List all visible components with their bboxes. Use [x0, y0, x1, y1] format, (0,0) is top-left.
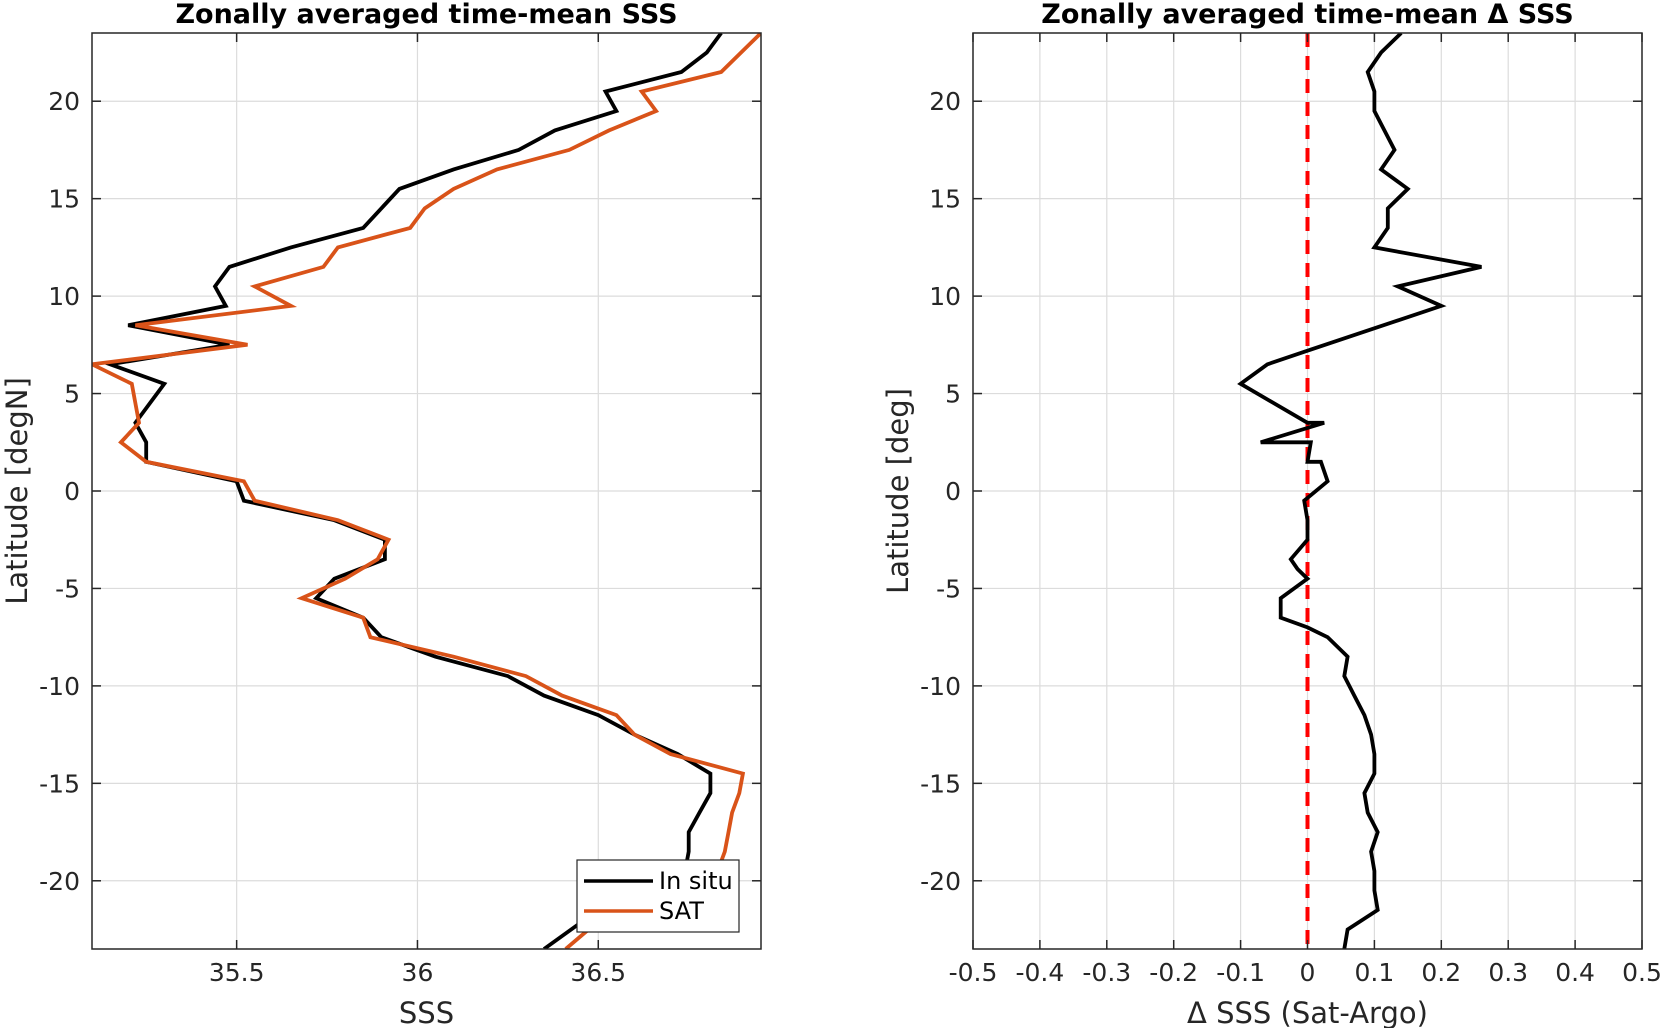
- right-x-tick-label-6: 0.1: [1355, 958, 1395, 987]
- right-grid: [973, 33, 1642, 949]
- right-x-tick-label-5: 0: [1300, 958, 1316, 987]
- right-x-tick-label-0: -0.5: [949, 958, 998, 987]
- left-grid: [92, 33, 761, 949]
- legend-label-sat: SAT: [659, 897, 704, 925]
- right-x-tick-label-10: 0.5: [1622, 958, 1661, 987]
- right-y-tick-label-8: 20: [929, 87, 961, 116]
- left-series-line-sat: [92, 33, 761, 949]
- left-panel-sss: 35.5 36 36.5 -20 -15 -10 -5 0 5 10 15 20 Zonally av…: [0, 0, 762, 1028]
- right-y-tick-label-1: -15: [920, 769, 961, 798]
- left-y-tick-label-2: -10: [39, 672, 80, 701]
- left-y-tick-label-3: -5: [55, 574, 80, 603]
- left-y-tick-label-8: 20: [48, 87, 80, 116]
- right-x-tick-label-9: 0.4: [1555, 958, 1595, 987]
- left-y-tick-label-5: 5: [64, 380, 80, 409]
- right-y-tick-label-0: -20: [920, 867, 961, 896]
- left-x-tick-label-0: 35.5: [209, 958, 265, 987]
- left-series-group: [92, 33, 761, 949]
- left-y-tick-label-7: 15: [48, 185, 80, 214]
- right-x-tick-label-8: 0.3: [1488, 958, 1528, 987]
- right-chart-title: Zonally averaged time-mean Δ SSS: [1041, 0, 1573, 30]
- left-x-axis-label: SSS: [399, 996, 454, 1028]
- right-panel-delta-sss: -0.5 -0.4 -0.3 -0.2 -0.1 0 0.1 0.2 0.3 0.4 0.5 -20 -…: [881, 0, 1661, 1028]
- left-y-tick-label-1: -15: [39, 769, 80, 798]
- right-x-tick-label-1: -0.4: [1016, 958, 1065, 987]
- right-x-tick-label-2: -0.3: [1082, 958, 1131, 987]
- right-series-group: [1237, 33, 1482, 949]
- legend-label-in-situ: In situ: [659, 867, 733, 895]
- right-x-tick-label-4: -0.1: [1216, 958, 1265, 987]
- right-y-tick-label-6: 10: [929, 282, 961, 311]
- right-y-tick-label-5: 5: [945, 380, 961, 409]
- right-y-axis-label: Latitude [deg]: [881, 388, 915, 594]
- right-series-line-delta-sss: [1237, 33, 1482, 949]
- left-y-axis-label: Latitude [degN]: [0, 377, 34, 605]
- right-y-tick-label-7: 15: [929, 185, 961, 214]
- right-y-tick-label-2: -10: [920, 672, 961, 701]
- right-ticks: -0.5 -0.4 -0.3 -0.2 -0.1 0 0.1 0.2 0.3 0.4 0.5 -20 -…: [920, 33, 1661, 987]
- legend: In situ SAT: [576, 859, 740, 933]
- right-y-tick-label-4: 0: [945, 477, 961, 506]
- left-x-tick-label-1: 36: [402, 958, 434, 987]
- right-y-tick-label-3: -5: [936, 574, 961, 603]
- right-x-tick-label-7: 0.2: [1421, 958, 1461, 987]
- left-ticks: 35.5 36 36.5 -20 -15 -10 -5 0 5 10 15 20: [39, 33, 761, 987]
- left-x-tick-label-2: 36.5: [570, 958, 626, 987]
- left-y-tick-label-0: -20: [39, 867, 80, 896]
- left-series-line-in-situ: [102, 33, 723, 949]
- right-x-tick-label-3: -0.2: [1149, 958, 1198, 987]
- left-y-tick-label-6: 10: [48, 282, 80, 311]
- left-y-tick-label-4: 0: [64, 477, 80, 506]
- legend-box: [576, 859, 740, 933]
- right-x-axis-label: Δ SSS (Sat-Argo): [1187, 996, 1428, 1028]
- left-chart-title: Zonally averaged time-mean SSS: [175, 0, 677, 30]
